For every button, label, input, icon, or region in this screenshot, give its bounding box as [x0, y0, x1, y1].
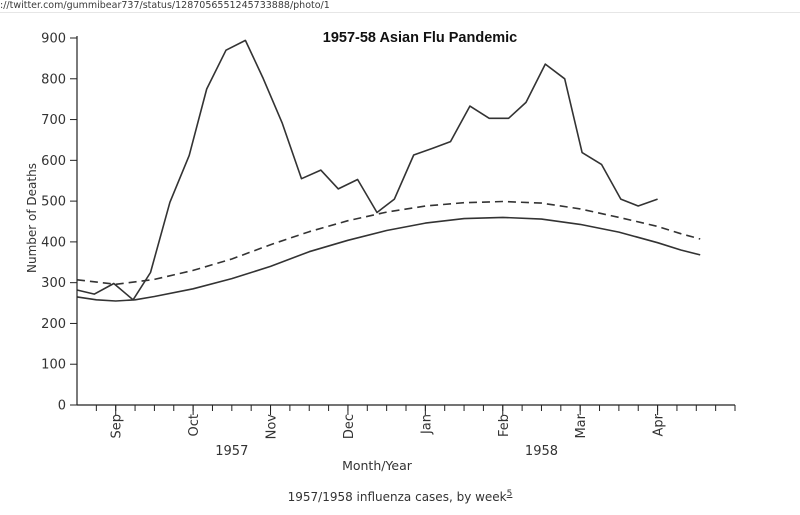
year-label: 1957: [215, 444, 248, 459]
y-tick-label: 900: [41, 32, 66, 47]
x-tick-label: Mar: [574, 413, 589, 438]
x-axis-label: Month/Year: [342, 458, 413, 473]
x-tick-label: Dec: [342, 414, 357, 439]
caption-footnote-ref[interactable]: 5: [506, 489, 513, 499]
series-line-3: [76, 216, 701, 302]
browser-url-bar[interactable]: ://twitter.com/gummibear737/status/12870…: [0, 0, 800, 13]
x-tick-label: Oct: [187, 414, 202, 436]
x-tick-label: Nov: [265, 414, 280, 440]
y-tick-label: 600: [41, 154, 66, 169]
year-label: 1958: [525, 444, 558, 459]
figure-caption: 1957/1958 influenza cases, by week5: [0, 489, 800, 504]
y-tick-label: 300: [41, 276, 66, 291]
series-line-1: [76, 39, 658, 301]
x-tick-label: Feb: [497, 414, 512, 437]
y-tick-label: 800: [41, 72, 66, 87]
axes: 0 100 200 300 400 500 600 700 800 900 Sep Oct Nov Dec…: [41, 32, 736, 459]
y-tick-label: 0: [58, 399, 66, 414]
y-tick-label: 500: [41, 195, 66, 210]
y-axis-label: Number of Deaths: [25, 163, 39, 273]
x-tick-label: Sep: [110, 414, 125, 439]
y-tick-label: 100: [41, 358, 66, 373]
x-tick-label: Apr: [652, 413, 667, 436]
x-tick-label: Jan: [419, 414, 434, 435]
series-layer: [76, 39, 701, 302]
series-line-2: [76, 200, 701, 286]
caption-text: 1957/1958 influenza cases, by week: [287, 490, 507, 504]
y-tick-label: 700: [41, 113, 66, 128]
y-tick-label: 200: [41, 317, 66, 332]
y-tick-label: 400: [41, 235, 66, 250]
chart-title: 1957-58 Asian Flu Pandemic: [323, 30, 518, 46]
